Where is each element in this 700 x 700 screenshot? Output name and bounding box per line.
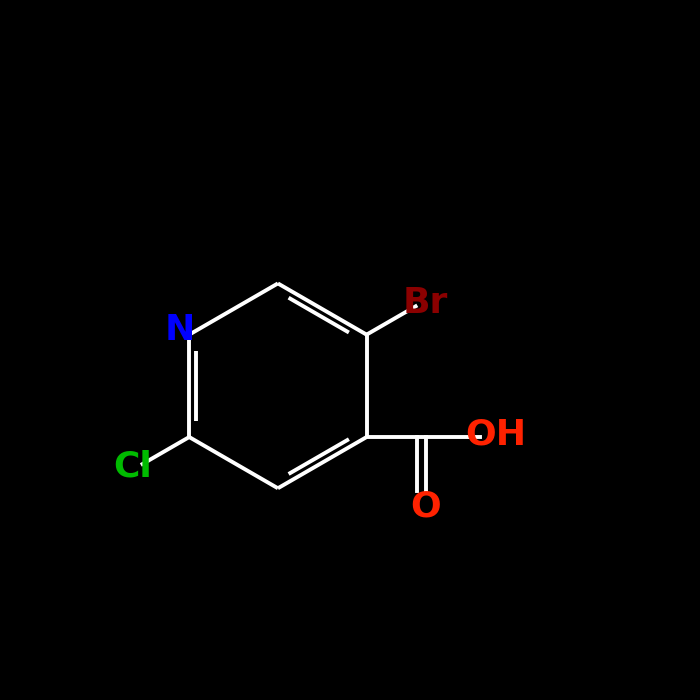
Text: Cl: Cl: [113, 449, 152, 484]
Text: O: O: [410, 489, 441, 523]
Text: N: N: [164, 314, 195, 347]
Text: Br: Br: [402, 286, 448, 320]
Text: OH: OH: [466, 417, 526, 452]
